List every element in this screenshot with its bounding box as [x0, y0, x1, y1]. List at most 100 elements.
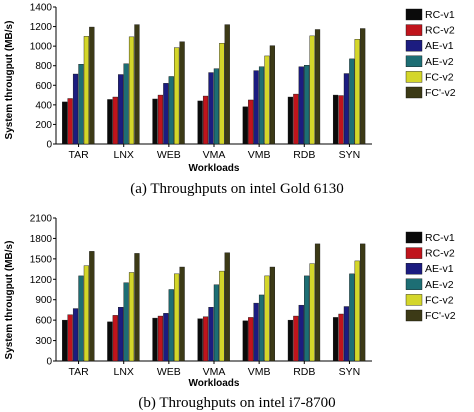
x-tick-label-rdb: RDB: [293, 366, 315, 378]
bar-web-ae-v1: [163, 313, 169, 362]
y-tick-label: 1000: [30, 42, 53, 53]
bar-lnx-fc-v2: [128, 36, 135, 145]
bar-rdb-fc-v2: [309, 35, 315, 145]
legend-label-ae-v2: AE-v2: [425, 279, 454, 291]
bar-lnx-rc-v1: [107, 99, 113, 145]
bar-syn-fcp-v2: [360, 243, 366, 362]
bar-vma-ae-v1: [208, 72, 214, 145]
bar-syn-fc-v2: [354, 39, 360, 145]
legend-label-fcp-v2: FC'-v2: [425, 310, 456, 322]
bar-tar-rc-v1: [62, 319, 68, 362]
chart-1-ylabel: System througput (MB/s): [4, 241, 15, 360]
bar-vma-ae-v2: [213, 68, 220, 145]
bar-vma-rc-v2: [202, 316, 209, 362]
bar-tar-ae-v1: [72, 308, 79, 362]
bar-syn-rc-v1: [332, 317, 339, 362]
x-tick-label-tar: TAR: [68, 149, 89, 161]
x-tick-label-syn: SYN: [339, 149, 361, 161]
y-tick-label: 1800: [30, 234, 53, 245]
x-tick-label-lnx: LNX: [113, 149, 133, 161]
legend-swatch-fc-v2: [405, 294, 423, 306]
legend-swatch-ae-v1: [405, 263, 423, 275]
bar-web-rc-v2: [157, 94, 164, 145]
bar-vma-fc-v2: [219, 270, 225, 362]
y-tick-label: 600: [35, 316, 52, 327]
bar-vmb-rc-v1: [242, 320, 248, 362]
bar-vmb-ae-v1: [253, 302, 259, 362]
y-tick-label: 2100: [30, 214, 53, 225]
y-tick-label: 200: [35, 120, 52, 131]
x-tick-label-syn: SYN: [339, 366, 361, 378]
bar-vmb-ae-v2: [258, 294, 265, 362]
chart-0-bars: [62, 24, 366, 145]
bar-vmb-rc-v2: [248, 99, 254, 145]
bar-tar-ae-v1: [72, 73, 79, 145]
x-tick-label-vmb: VMB: [248, 149, 271, 161]
y-tick-label: 900: [35, 295, 52, 306]
bar-rdb-fcp-v2: [314, 29, 321, 145]
legend-swatch-fcp-v2: [405, 86, 423, 99]
y-tick-label: 400: [35, 100, 52, 111]
bar-web-rc-v1: [152, 317, 158, 362]
x-tick-label-web: WEB: [157, 366, 181, 378]
y-tick-label: 1200: [30, 22, 53, 33]
bar-lnx-ae-v1: [118, 74, 124, 145]
y-tick-label: 800: [35, 61, 52, 72]
bar-tar-ae-v2: [78, 64, 84, 145]
chart-i7-8700: System througput (MB/s) Workloads (b) Th…: [4, 214, 456, 412]
chart-0-legend: RC-v1 RC-v2 AE-v1 AE-v2 FC-v2 FC'-v2: [405, 8, 456, 99]
bar-tar-fc-v2: [83, 265, 90, 362]
chart-1-bars: [62, 243, 366, 362]
x-tick-label-vmb: VMB: [248, 366, 271, 378]
bar-tar-rc-v2: [67, 314, 73, 362]
bar-rdb-rc-v2: [293, 93, 299, 145]
bar-tar-fcp-v2: [89, 26, 95, 145]
chart-1-caption: (b) Throughputs on intel i7-8700: [138, 395, 335, 411]
y-tick-label: 0: [46, 140, 52, 151]
bar-lnx-fc-v2: [128, 272, 135, 362]
bar-vma-rc-v1: [197, 318, 203, 362]
legend-label-rc-v2: RC-v2: [425, 248, 455, 260]
bar-vma-fcp-v2: [224, 252, 230, 362]
bar-web-ae-v1: [163, 83, 169, 145]
bar-vma-fc-v2: [219, 43, 225, 145]
bar-syn-rc-v2: [338, 313, 344, 362]
bar-lnx-rc-v2: [112, 315, 118, 362]
legend-swatch-rc-v2: [405, 24, 423, 36]
legend-swatch-ae-v2: [405, 278, 423, 290]
bar-vma-ae-v1: [208, 307, 214, 362]
chart-gold-6130: System througput (MB/s) Workloads (a) Th…: [4, 3, 456, 198]
bar-vma-rc-v2: [202, 95, 209, 145]
legend-label-rc-v1: RC-v1: [425, 232, 455, 244]
bar-web-ae-v2: [168, 289, 174, 362]
bar-lnx-ae-v2: [123, 63, 129, 145]
legend-swatch-ae-v2: [405, 55, 423, 67]
bar-vmb-fc-v2: [264, 55, 270, 145]
bar-vma-fcp-v2: [224, 24, 230, 145]
x-tick-label-tar: TAR: [68, 366, 89, 378]
bar-rdb-rc-v1: [287, 96, 294, 145]
y-tick-label: 1400: [30, 3, 53, 14]
legend-swatch-rc-v1: [405, 8, 423, 21]
bar-web-ae-v2: [168, 76, 174, 145]
bar-rdb-fc-v2: [309, 263, 315, 362]
bar-rdb-rc-v2: [293, 315, 299, 362]
chart-0-xlabel: Workloads: [189, 163, 240, 174]
bar-web-rc-v1: [152, 98, 158, 145]
bar-rdb-fcp-v2: [314, 243, 321, 362]
chart-0-ylabel: System througput (MB/s): [4, 21, 15, 140]
bar-rdb-ae-v2: [304, 275, 310, 362]
x-tick-label-lnx: LNX: [113, 366, 133, 378]
bar-web-fcp-v2: [179, 41, 185, 145]
y-tick-label: 1200: [30, 275, 53, 286]
bar-web-fc-v2: [174, 47, 180, 145]
legend-label-rc-v1: RC-v1: [425, 9, 455, 21]
bar-vma-ae-v2: [213, 284, 220, 362]
bar-syn-fcp-v2: [360, 28, 366, 145]
bar-syn-fc-v2: [354, 260, 360, 362]
y-tick-label: 0: [46, 357, 52, 368]
bar-tar-rc-v2: [67, 98, 73, 145]
legend-label-ae-v2: AE-v2: [425, 56, 454, 68]
bar-lnx-rc-v2: [112, 96, 118, 145]
